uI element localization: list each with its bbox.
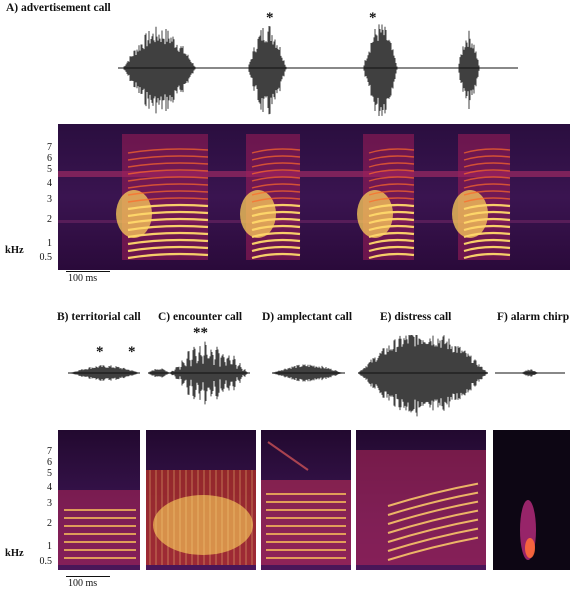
tick-b-05: 0.5 xyxy=(39,556,53,567)
asterisk-c: ** xyxy=(193,325,208,341)
waveforms-bf xyxy=(68,335,565,417)
tick-b-2: 2 xyxy=(47,518,52,529)
asterisk-a1: * xyxy=(266,10,274,26)
tick-a-6: 6 xyxy=(47,153,52,164)
waveform-bf-burst-2 xyxy=(170,341,248,405)
spectrogram-call-2 xyxy=(357,134,415,260)
tick-a-2: 2 xyxy=(47,214,52,225)
waveform-burst-2 xyxy=(363,24,398,116)
waveform-burst-0 xyxy=(123,26,197,114)
scale-bar-a xyxy=(66,271,110,272)
panel-c-title: C) encounter call xyxy=(158,311,243,323)
spectrograms-bf xyxy=(58,430,570,570)
waveform-bf-burst-0 xyxy=(70,365,140,381)
spectrogram-call-3 xyxy=(452,134,511,260)
asterisk-b1: * xyxy=(96,344,104,360)
tick-a-05: 0.5 xyxy=(39,252,53,263)
tick-a-7: 7 xyxy=(47,142,52,153)
waveform-bf-burst-5 xyxy=(522,369,538,377)
spectrogram-amplectant xyxy=(261,441,351,565)
waveform-advertisement xyxy=(118,24,518,116)
panel-a-title: A) advertisement call xyxy=(6,2,111,14)
asterisk-a2: * xyxy=(369,10,377,26)
tick-b-7: 7 xyxy=(47,446,52,457)
waveform-bf-burst-3 xyxy=(272,364,343,382)
tick-a-1: 1 xyxy=(47,238,52,249)
tick-b-3: 3 xyxy=(47,498,52,509)
scale-bar-b xyxy=(66,576,110,577)
spectrogram-distress xyxy=(356,450,486,565)
tick-b-4: 4 xyxy=(47,482,52,493)
panel-e-title: E) distress call xyxy=(380,311,452,323)
tick-b-5: 5 xyxy=(47,468,52,479)
unit-b: kHz xyxy=(5,548,24,559)
spectrogram-call-1 xyxy=(240,134,301,260)
tick-a-5: 5 xyxy=(47,164,52,175)
waveform-burst-1 xyxy=(248,25,287,115)
asterisk-b2: * xyxy=(128,344,136,360)
panel-f-title: F) alarm chirp xyxy=(497,311,570,323)
tick-a-3: 3 xyxy=(47,194,52,205)
tick-b-1: 1 xyxy=(47,541,52,552)
panel-d-title: D) amplectant call xyxy=(262,311,353,323)
waveform-burst-3 xyxy=(458,30,480,110)
waveform-bf-burst-1 xyxy=(148,368,170,378)
tick-a-4: 4 xyxy=(47,178,52,189)
waveform-bf-burst-4 xyxy=(358,335,488,417)
scale-label-a: 100 ms xyxy=(68,273,98,284)
spectrogram-encounter xyxy=(146,470,256,565)
spectrogram-alarm xyxy=(520,500,536,560)
panel-b-title: B) territorial call xyxy=(57,311,141,323)
scale-label-b: 100 ms xyxy=(68,578,98,589)
spectrogram-call-0 xyxy=(116,134,209,260)
spectrogram-advertisement xyxy=(58,124,570,270)
tick-b-6: 6 xyxy=(47,457,52,468)
spectrogram-territorial xyxy=(58,490,140,565)
unit-a: kHz xyxy=(5,245,24,256)
